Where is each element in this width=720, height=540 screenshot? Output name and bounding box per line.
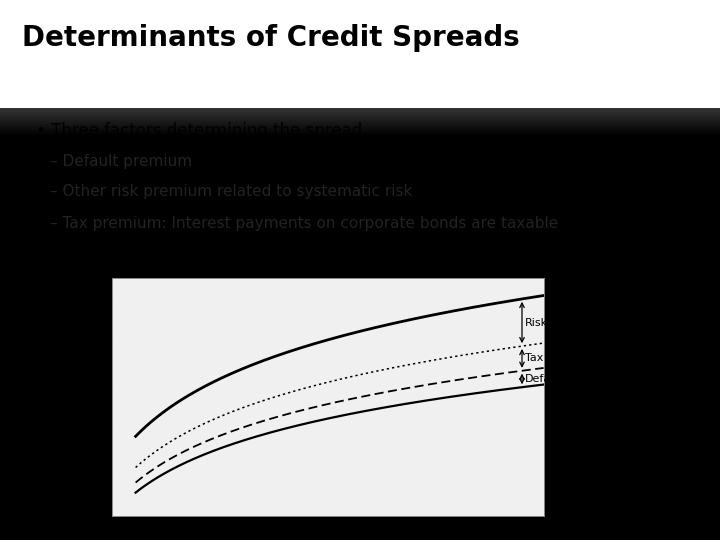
Text: Default: Default [525,374,566,384]
Text: – Other risk premium related to systematic risk: – Other risk premium related to systemat… [50,184,413,199]
Text: – Tax premium: Interest payments on corporate bonds are taxable: – Tax premium: Interest payments on corp… [50,216,559,231]
Text: Determinants of Credit Spreads: Determinants of Credit Spreads [22,24,519,52]
Text: – Default premium: – Default premium [50,154,192,169]
Text: 19: 19 [670,511,691,529]
Text: • Three factors determining the spread: • Three factors determining the spread [36,122,362,139]
Text: Tax: Tax [525,353,544,363]
Text: Risk: Risk [525,318,548,328]
Y-axis label: Spot Rates (in percentage points): Spot Rates (in percentage points) [71,303,81,490]
